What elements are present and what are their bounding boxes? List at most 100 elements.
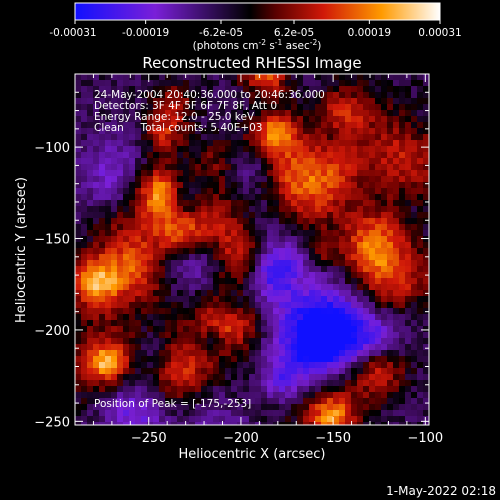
heatmap-cell [93,110,100,117]
heatmap-cell [381,242,388,249]
heatmap-cell [81,218,88,225]
heatmap-cell [165,212,172,219]
heatmap-cell [207,98,214,105]
heatmap-cell [255,272,262,279]
heatmap-cell [363,344,370,351]
heatmap-cell [315,284,322,291]
heatmap-cell [381,164,388,171]
heatmap-cell [93,254,100,261]
heatmap-cell [225,398,232,405]
heatmap-cell [279,278,286,285]
heatmap-cell [189,74,196,81]
heatmap-cell [345,314,352,321]
x-tick-label: −150 [315,431,351,446]
heatmap-cell [363,416,370,423]
heatmap-cell [195,146,202,153]
heatmap-cell [315,416,322,423]
heatmap-cell [141,170,148,177]
heatmap-cell [81,380,88,387]
heatmap-cell [189,86,196,93]
heatmap-cell [417,116,424,123]
heatmap-cell [327,410,334,417]
heatmap-cell [417,242,424,249]
heatmap-cell [141,230,148,237]
heatmap-cell [255,134,262,141]
heatmap-cell [273,266,280,273]
heatmap-cell [201,344,208,351]
footer-timestamp: 1-May-2022 02:18 [386,484,496,498]
heatmap-cell [99,182,106,189]
heatmap-cell [105,200,112,207]
heatmap-cell [153,104,160,111]
heatmap-cell [243,290,250,297]
heatmap-cell [165,284,172,291]
heatmap-cell [309,254,316,261]
heatmap-cell [261,332,268,339]
heatmap-cell [315,308,322,315]
heatmap-cell [93,98,100,105]
heatmap-cell [297,182,304,189]
heatmap-cell [177,338,184,345]
heatmap-cell [249,410,256,417]
heatmap-cell [363,314,370,321]
heatmap-cell [405,128,412,135]
heatmap-cell [165,200,172,207]
heatmap-cell [165,416,172,423]
heatmap-cell [159,260,166,267]
heatmap-cell [291,296,298,303]
heatmap-cell [285,86,292,93]
heatmap-cell [207,122,214,129]
heatmap-cell [147,254,154,261]
heatmap-cell [273,326,280,333]
heatmap-cell [105,254,112,261]
heatmap-cell [249,242,256,249]
heatmap-cell [405,254,412,261]
heatmap-cell [123,278,130,285]
heatmap-cell [219,260,226,267]
heatmap-cell [75,224,82,231]
heatmap-cell [333,374,340,381]
heatmap-cell [219,128,226,135]
heatmap-cell [99,284,106,291]
heatmap-cell [309,350,316,357]
heatmap-cell [423,224,429,231]
heatmap-cell [345,332,352,339]
heatmap-cell [75,98,82,105]
heatmap-cell [75,326,82,333]
heatmap-cell [249,416,256,423]
heatmap-cell [309,128,316,135]
heatmap-cell [309,116,316,123]
heatmap-cell [249,302,256,309]
heatmap-cell [285,218,292,225]
heatmap-cell [375,230,382,237]
heatmap-cell [159,176,166,183]
heatmap-cell [267,308,274,315]
heatmap-cell [309,332,316,339]
heatmap-cell [105,152,112,159]
heatmap-cell [375,128,382,135]
heatmap-cell [381,314,388,321]
heatmap-cell [381,386,388,393]
heatmap-cell [333,176,340,183]
heatmap-cell [225,308,232,315]
heatmap-cell [411,98,418,105]
heatmap-cell [147,356,154,363]
heatmap-cell [189,92,196,99]
heatmap-cell [177,290,184,297]
heatmap-cell [87,80,94,87]
heatmap-cell [315,362,322,369]
heatmap-cell [177,374,184,381]
heatmap-cell [165,398,172,405]
heatmap-cell [249,326,256,333]
heatmap-cell [249,140,256,147]
heatmap-cell [237,266,244,273]
heatmap-cell [207,140,214,147]
heatmap-cell [279,146,286,153]
heatmap-cell [207,326,214,333]
heatmap-cell [171,296,178,303]
heatmap-cell [75,344,82,351]
heatmap-cell [93,86,100,93]
heatmap-cell [117,338,124,345]
heatmap-cell [303,98,310,105]
heatmap-cell [171,404,178,411]
